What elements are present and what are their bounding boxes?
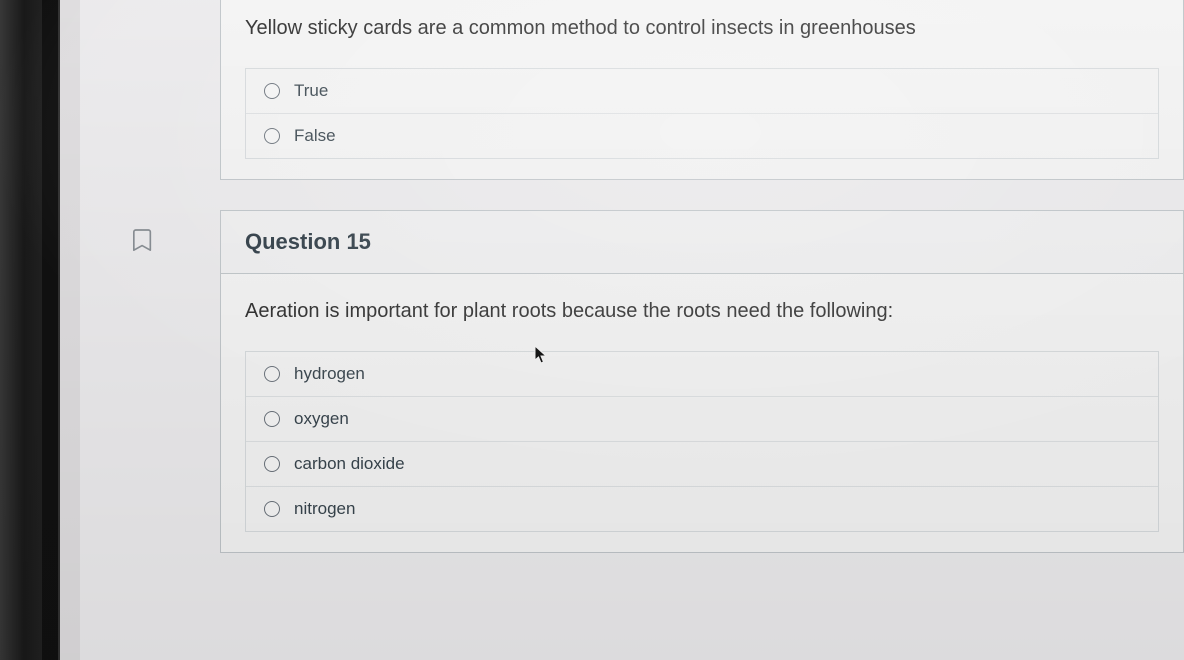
option-row-oxygen[interactable]: oxygen (246, 397, 1158, 442)
option-label: carbon dioxide (294, 454, 405, 474)
question-card-q15: Question 15 Aeration is important for pl… (220, 210, 1184, 553)
radio-icon (264, 366, 280, 382)
radio-icon (264, 456, 280, 472)
monitor-bezel-inner (42, 0, 60, 660)
question-header-q15: Question 15 (221, 211, 1183, 274)
question-text: Aeration is important for plant roots be… (245, 300, 1159, 323)
option-row-carbon-dioxide[interactable]: carbon dioxide (246, 442, 1158, 487)
radio-icon (264, 501, 280, 517)
radio-icon (264, 83, 280, 99)
option-label: oxygen (294, 409, 349, 429)
options-group-q15: hydrogen oxygen carbon dioxide nitrogen (245, 351, 1159, 532)
question-text: Yellow sticky cards are a common method … (245, 17, 1159, 40)
radio-icon (264, 411, 280, 427)
flag-column (114, 228, 154, 254)
question-body-q14: Yellow sticky cards are a common method … (221, 0, 1183, 179)
option-label: True (294, 81, 328, 101)
quiz-content-area: Yellow sticky cards are a common method … (80, 0, 1184, 660)
option-row-nitrogen[interactable]: nitrogen (246, 487, 1158, 531)
option-label: nitrogen (294, 499, 355, 519)
monitor-bezel-left (0, 0, 60, 660)
option-row-true[interactable]: True (246, 69, 1158, 114)
option-row-false[interactable]: False (246, 114, 1158, 158)
option-label: False (294, 126, 336, 146)
cursor-icon (534, 345, 548, 365)
options-group-q14: True False (245, 68, 1159, 159)
question-card-q14: Yellow sticky cards are a common method … (220, 0, 1184, 180)
question-body-q15: Aeration is important for plant roots be… (221, 274, 1183, 552)
option-row-hydrogen[interactable]: hydrogen (246, 352, 1158, 397)
question-title: Question 15 (245, 229, 371, 255)
radio-icon (264, 128, 280, 144)
bookmark-outline-icon[interactable] (132, 228, 154, 254)
option-label: hydrogen (294, 364, 365, 384)
